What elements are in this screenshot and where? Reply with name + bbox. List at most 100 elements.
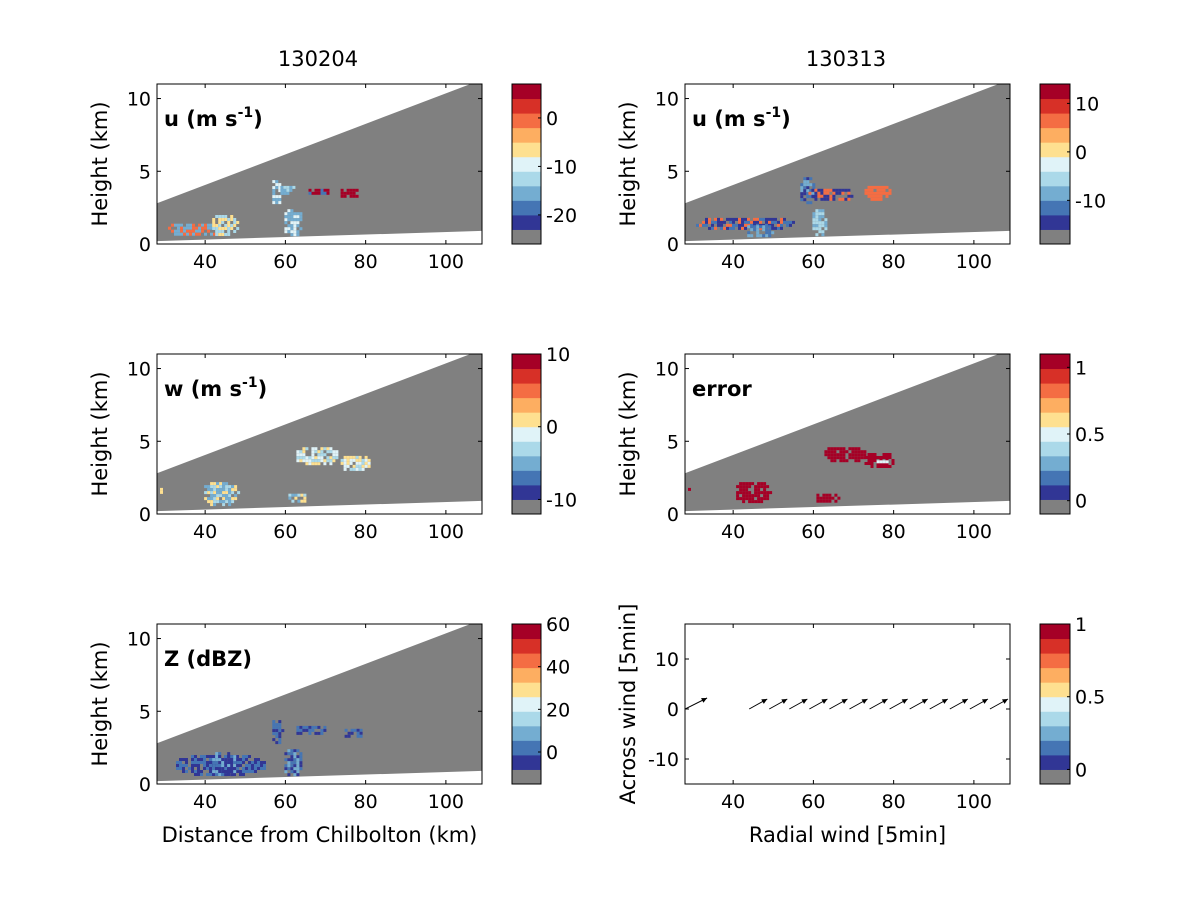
- echo-cell: [352, 467, 356, 471]
- echo-cell: [344, 734, 348, 738]
- echo-cell: [329, 459, 333, 463]
- echo-cell: [213, 491, 217, 495]
- echo-cell: [287, 761, 291, 765]
- echo-cell: [204, 497, 208, 501]
- echo-cell: [284, 230, 288, 234]
- echo-cell: [812, 218, 816, 222]
- colorbar-segment: [512, 740, 541, 756]
- echo-cell: [278, 738, 282, 742]
- echo-cell: [227, 758, 231, 762]
- echo-cell: [221, 218, 225, 221]
- echo-cell: [212, 227, 216, 230]
- echo-cell: [358, 455, 362, 459]
- y-tick-label: 10: [127, 629, 151, 651]
- echo-cell: [242, 758, 245, 761]
- echo-cell: [353, 728, 357, 732]
- echo-cell: [753, 217, 756, 221]
- echo-cell: [278, 732, 282, 736]
- echo-cell: [332, 453, 336, 457]
- echo-cell: [818, 209, 822, 213]
- colorbar-segment: [512, 156, 541, 172]
- echo-cell: [286, 188, 290, 192]
- echo-cell: [888, 456, 892, 459]
- echo-cell: [711, 226, 714, 230]
- echo-cell: [296, 770, 300, 774]
- echo-cell: [774, 220, 777, 224]
- echo-cell: [864, 456, 868, 459]
- echo-cell: [215, 767, 219, 771]
- echo-cell: [757, 494, 761, 498]
- echo-cell: [219, 482, 223, 486]
- echo-cell: [358, 461, 362, 465]
- echo-cell: [293, 215, 297, 219]
- echo-cell: [888, 465, 892, 468]
- echo-cell: [299, 752, 303, 756]
- echo-cell: [317, 459, 321, 463]
- echo-cell: [219, 488, 223, 492]
- echo-cell: [210, 488, 214, 492]
- echo-cell: [189, 232, 192, 236]
- echo-cell: [759, 226, 762, 230]
- echo-cell: [231, 485, 235, 489]
- echo-cell: [741, 220, 744, 224]
- echo-cell: [714, 220, 717, 224]
- echo-cell: [278, 186, 282, 190]
- echo-cell: [848, 447, 852, 451]
- echo-cell: [224, 755, 228, 759]
- colorbar-frame: [511, 623, 542, 785]
- echo-cell: [870, 465, 874, 468]
- x-tick-label: 80: [882, 251, 906, 273]
- echo-cell: [367, 458, 371, 462]
- echo-cell: [212, 221, 216, 224]
- echo-cell: [206, 764, 209, 767]
- echo-cell: [275, 186, 279, 190]
- echo-cell: [343, 194, 347, 198]
- echo-cell: [233, 767, 237, 771]
- echo-cell: [236, 767, 240, 771]
- echo-cell: [708, 220, 711, 224]
- echo-cell: [200, 758, 203, 761]
- echo-cell: [225, 485, 229, 489]
- echo-cell: [314, 462, 318, 466]
- echo-cell: [827, 453, 831, 457]
- echo-cell: [882, 453, 886, 456]
- echo-cell: [302, 456, 306, 460]
- echo-cell: [228, 494, 232, 498]
- echo-cell: [736, 491, 740, 495]
- echo-cell: [299, 450, 303, 454]
- colorbar-segment: [1040, 397, 1070, 413]
- echo-cell: [198, 232, 201, 236]
- echo-cell: [204, 485, 208, 489]
- colorbar-segment: [512, 624, 541, 640]
- y-tick-label: 5: [667, 431, 679, 453]
- echo-cell: [311, 462, 315, 466]
- echo-cell: [302, 447, 306, 451]
- axes-frame: [684, 83, 1011, 245]
- echo-cell: [197, 767, 200, 770]
- echo-cell: [174, 223, 177, 227]
- colorbar-tick-label: 20: [546, 699, 570, 721]
- echo-cell: [299, 212, 303, 216]
- echo-cell: [800, 183, 804, 187]
- echo-cell: [349, 458, 353, 462]
- echo-cell: [777, 220, 780, 224]
- echo-cell: [300, 499, 304, 503]
- echo-cell: [806, 201, 810, 205]
- colorbar-tick-label: 60: [546, 614, 570, 636]
- colorbar-segment: [512, 383, 541, 399]
- echo-cell: [200, 770, 203, 773]
- echo-cell: [288, 493, 292, 497]
- echo-cell: [191, 755, 194, 758]
- echo-cell: [343, 464, 347, 468]
- echo-cell: [221, 233, 225, 236]
- echo-cell: [207, 223, 210, 227]
- echo-cell: [311, 725, 315, 729]
- echo-cell: [284, 227, 288, 231]
- echo-cell: [350, 728, 354, 732]
- echo-cell: [346, 461, 350, 465]
- echo-cell: [848, 456, 852, 460]
- echo-cell: [290, 761, 294, 765]
- echo-cell: [308, 728, 312, 732]
- colorbar-segment: [1040, 214, 1070, 230]
- echo-cell: [756, 228, 760, 232]
